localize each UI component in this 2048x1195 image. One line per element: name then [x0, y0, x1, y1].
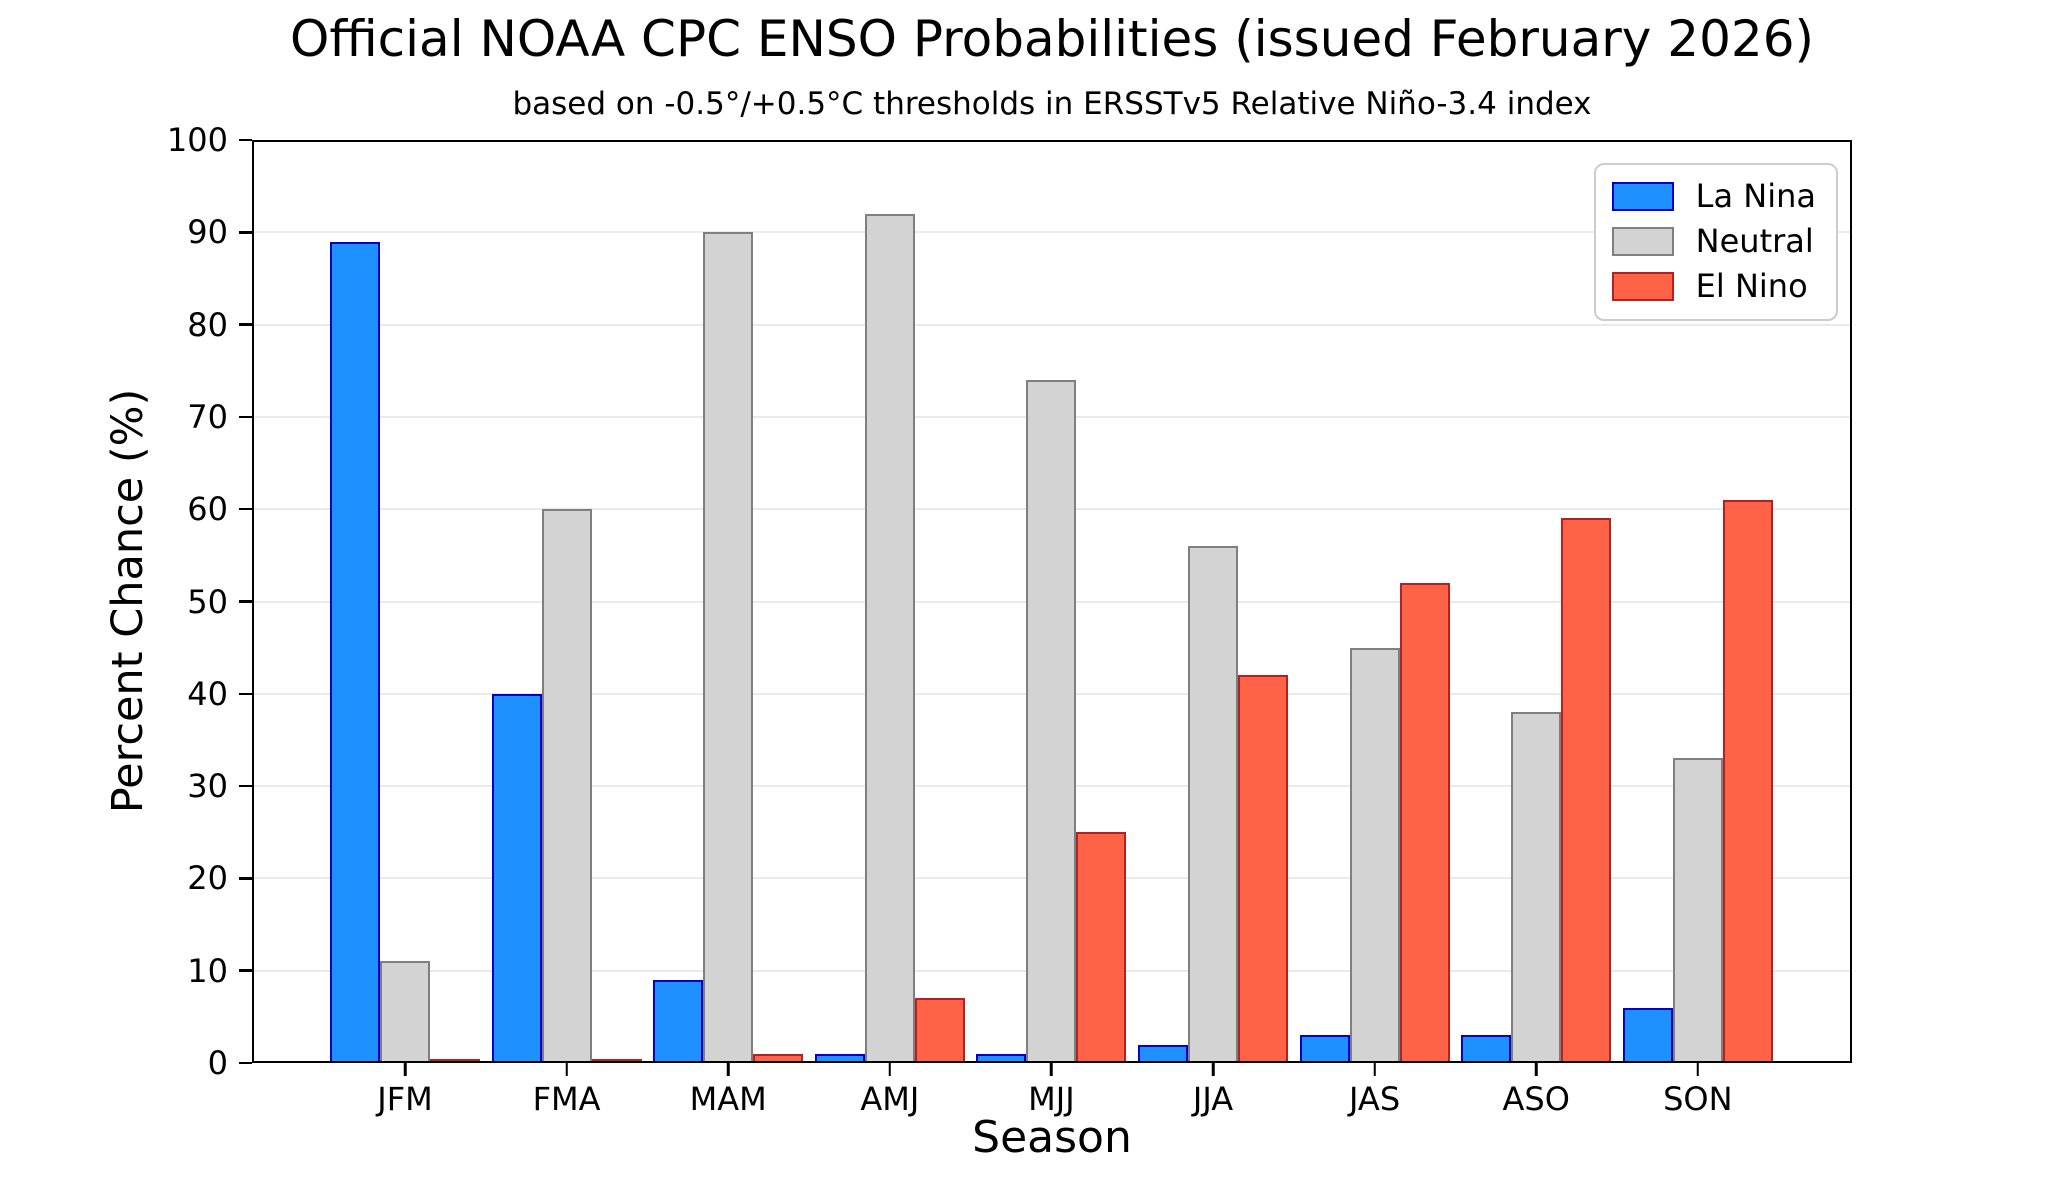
legend-label-neutral: Neutral: [1695, 222, 1814, 261]
x-tick-mark-jfm: [403, 1063, 407, 1076]
bar-la-nina-jas: [1299, 1035, 1350, 1063]
y-tick-label-20: 20: [187, 859, 228, 898]
bar-la-nina-son: [1622, 1007, 1673, 1063]
y-tick-mark-20: [239, 877, 252, 880]
y-axis-label: Percent Chance (%): [103, 388, 153, 814]
y-tick-mark-10: [239, 969, 252, 972]
y-tick-mark-90: [239, 231, 252, 234]
x-tick-mark-fma: [565, 1063, 568, 1076]
x-tick-mark-son: [1696, 1063, 1700, 1076]
x-tick-label-amj: AMJ: [860, 1080, 920, 1118]
y-tick-label-0: 0: [207, 1044, 228, 1082]
bar-el-nino-aso: [1561, 518, 1612, 1063]
bar-el-nino-jfm: [430, 1059, 480, 1063]
bar-neutral-mjj: [1026, 379, 1077, 1063]
y-tick-mark-40: [239, 692, 252, 696]
bar-la-nina-jfm: [330, 241, 380, 1063]
bar-neutral-aso: [1511, 712, 1562, 1063]
bar-neutral-fma: [541, 509, 592, 1063]
y-tick-label-80: 80: [187, 305, 228, 344]
x-tick-label-son: SON: [1663, 1080, 1733, 1118]
bar-el-nino-son: [1722, 499, 1773, 1063]
bar-la-nina-mjj: [976, 1053, 1027, 1063]
bar-el-nino-jas: [1399, 583, 1450, 1063]
y-tick-mark-80: [239, 323, 252, 326]
bar-el-nino-mam: [753, 1053, 804, 1063]
y-tick-label-70: 70: [187, 397, 228, 436]
bar-la-nina-jja: [1138, 1044, 1188, 1063]
bar-neutral-amj: [864, 213, 915, 1063]
legend-item-neutral: Neutral: [1611, 222, 1816, 261]
bar-el-nino-mjj: [1076, 832, 1127, 1063]
y-tick-label-40: 40: [187, 674, 228, 713]
legend: La Nina Neutral El Nino: [1593, 163, 1838, 321]
bar-la-nina-amj: [814, 1053, 865, 1063]
x-axis-label: Season: [972, 1112, 1132, 1163]
x-tick-mark-jja: [1211, 1063, 1215, 1076]
y-tick-label-60: 60: [187, 490, 228, 529]
x-tick-label-jfm: JFM: [377, 1080, 433, 1118]
legend-label-el-nino: El Nino: [1695, 267, 1808, 306]
legend-item-el-nino: El Nino: [1611, 267, 1816, 306]
gridline-90: [252, 231, 1852, 234]
y-tick-mark-50: [239, 600, 252, 603]
x-tick-label-jas: JAS: [1349, 1080, 1401, 1118]
x-tick-mark-mam: [726, 1063, 730, 1076]
x-tick-label-mjj: MJJ: [1028, 1080, 1075, 1118]
legend-swatch-el-nino: [1611, 272, 1674, 302]
y-tick-label-90: 90: [187, 213, 228, 252]
chart-subtitle: based on -0.5°/+0.5°C thresholds in ERSS…: [512, 86, 1592, 122]
x-tick-label-jja: JJA: [1192, 1080, 1234, 1118]
legend-label-la-nina: La Nina: [1695, 177, 1816, 215]
y-tick-mark-60: [239, 507, 252, 511]
y-tick-mark-30: [239, 784, 252, 788]
gridline-80: [252, 323, 1852, 326]
bar-la-nina-mam: [653, 979, 704, 1063]
bar-neutral-jfm: [380, 961, 430, 1063]
y-tick-label-50: 50: [187, 582, 228, 621]
bar-neutral-jas: [1349, 647, 1400, 1063]
bar-el-nino-amj: [914, 998, 965, 1063]
legend-item-la-nina: La Nina: [1611, 177, 1816, 215]
x-tick-mark-mjj: [1050, 1063, 1053, 1076]
y-tick-mark-0: [239, 1061, 252, 1065]
legend-swatch-neutral: [1611, 227, 1674, 257]
x-tick-label-mam: MAM: [689, 1080, 767, 1118]
legend-swatch-la-nina: [1611, 182, 1674, 212]
bar-neutral-jja: [1188, 546, 1238, 1063]
bar-la-nina-fma: [491, 693, 542, 1063]
x-tick-mark-amj: [888, 1063, 892, 1076]
plot-area: 0 10 20 30 40 50 60 70 80 90 100 JFM FMA MAM AMJ MJJ JJ…: [167, 124, 1852, 1115]
bar-neutral-mam: [703, 232, 754, 1063]
y-tick-mark-70: [239, 415, 252, 419]
bar-el-nino-jja: [1238, 675, 1288, 1063]
y-tick-label-30: 30: [187, 767, 228, 806]
x-tick-mark-jas: [1373, 1063, 1376, 1076]
x-tick-label-aso: ASO: [1502, 1080, 1570, 1118]
y-tick-label-10: 10: [187, 951, 228, 990]
y-tick-mark-100: [239, 138, 252, 142]
bar-neutral-son: [1672, 758, 1723, 1063]
chart-title: Official NOAA CPC ENSO Probabilities (is…: [289, 10, 1815, 68]
bar-el-nino-fma: [591, 1059, 642, 1063]
x-tick-mark-aso: [1534, 1063, 1538, 1076]
bar-la-nina-aso: [1461, 1035, 1512, 1063]
y-tick-label-100: 100: [166, 121, 228, 159]
x-tick-label-fma: FMA: [532, 1080, 601, 1118]
